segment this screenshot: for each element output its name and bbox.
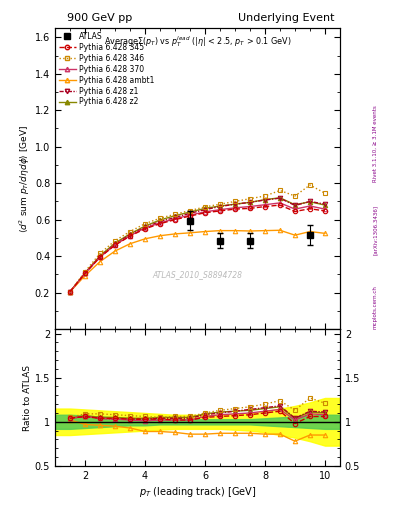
Legend: ATLAS, Pythia 6.428 345, Pythia 6.428 346, Pythia 6.428 370, Pythia 6.428 ambt1,: ATLAS, Pythia 6.428 345, Pythia 6.428 34… (57, 30, 156, 108)
Text: mcplots.cern.ch: mcplots.cern.ch (373, 285, 378, 329)
X-axis label: $p_T$ (leading track) [GeV]: $p_T$ (leading track) [GeV] (139, 485, 256, 499)
Text: ATLAS_2010_S8894728: ATLAS_2010_S8894728 (152, 270, 242, 280)
Y-axis label: Ratio to ATLAS: Ratio to ATLAS (23, 365, 32, 431)
Text: Rivet 3.1.10, ≥ 3.1M events: Rivet 3.1.10, ≥ 3.1M events (373, 105, 378, 182)
Text: Average$\Sigma(p_T)$ vs $p_T^{lead}$ ($|\eta|$ < 2.5, $p_T$ > 0.1 GeV): Average$\Sigma(p_T)$ vs $p_T^{lead}$ ($|… (104, 34, 291, 49)
Text: Underlying Event: Underlying Event (237, 13, 334, 23)
Text: [arXiv:1306.3436]: [arXiv:1306.3436] (373, 205, 378, 255)
Text: 900 GeV pp: 900 GeV pp (67, 13, 132, 23)
Y-axis label: $\langle d^2$ sum $p_T/d\eta d\phi\rangle$ [GeV]: $\langle d^2$ sum $p_T/d\eta d\phi\rangl… (18, 124, 32, 233)
